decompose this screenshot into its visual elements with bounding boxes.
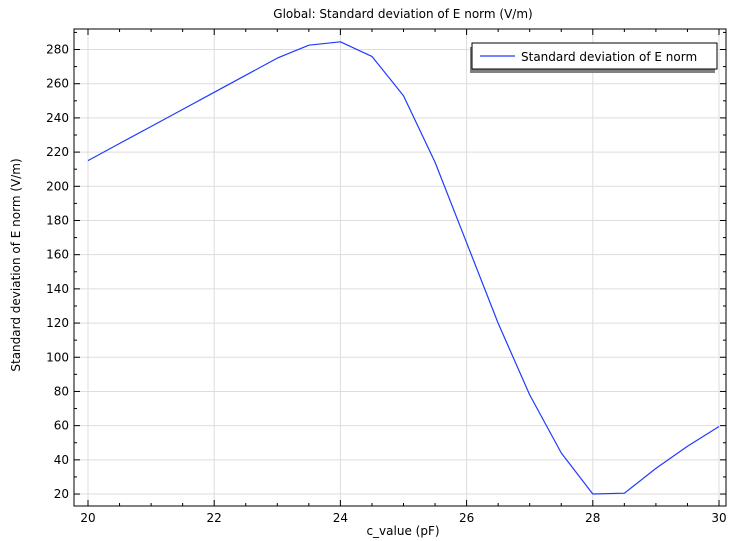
- grid: [74, 29, 726, 506]
- y-tick-label: 60: [54, 419, 69, 433]
- y-tick-label: 200: [46, 179, 69, 193]
- x-axis-label: c_value (pF): [366, 524, 439, 538]
- x-tick-label: 22: [207, 511, 222, 525]
- x-tick-label: 30: [711, 511, 726, 525]
- y-tick-label: 180: [46, 213, 69, 227]
- series-line: [87, 41, 720, 495]
- y-tick-label: 220: [46, 145, 69, 159]
- y-axis: 20 40 60 80 100 120 140 160 180 200 220 240 260 280: [46, 31, 726, 501]
- x-axis: 20 22 24 26 28 30: [80, 29, 727, 525]
- x-tick-label: 20: [80, 511, 95, 525]
- y-tick-label: 100: [46, 350, 69, 364]
- y-tick-label: 240: [46, 111, 69, 125]
- y-tick-label: 20: [54, 487, 69, 501]
- y-tick-label: 120: [46, 316, 69, 330]
- x-tick-label: 28: [585, 511, 600, 525]
- x-tick-label: 24: [333, 511, 348, 525]
- x-tick-label: 26: [459, 511, 474, 525]
- y-tick-label: 80: [54, 384, 69, 398]
- plot-frame: [73, 28, 727, 507]
- legend-label: Standard deviation of E norm: [521, 50, 697, 64]
- legend: Standard deviation of E norm: [470, 42, 718, 73]
- y-tick-label: 40: [54, 453, 69, 467]
- y-tick-label: 280: [46, 43, 69, 57]
- y-axis-label: Standard deviation of E norm (V/m): [9, 158, 23, 371]
- y-tick-label: 260: [46, 77, 69, 91]
- series-layer: [87, 41, 720, 495]
- chart-title: Global: Standard deviation of E norm (V/…: [273, 7, 532, 21]
- y-tick-label: 160: [46, 248, 69, 262]
- y-tick-label: 140: [46, 282, 69, 296]
